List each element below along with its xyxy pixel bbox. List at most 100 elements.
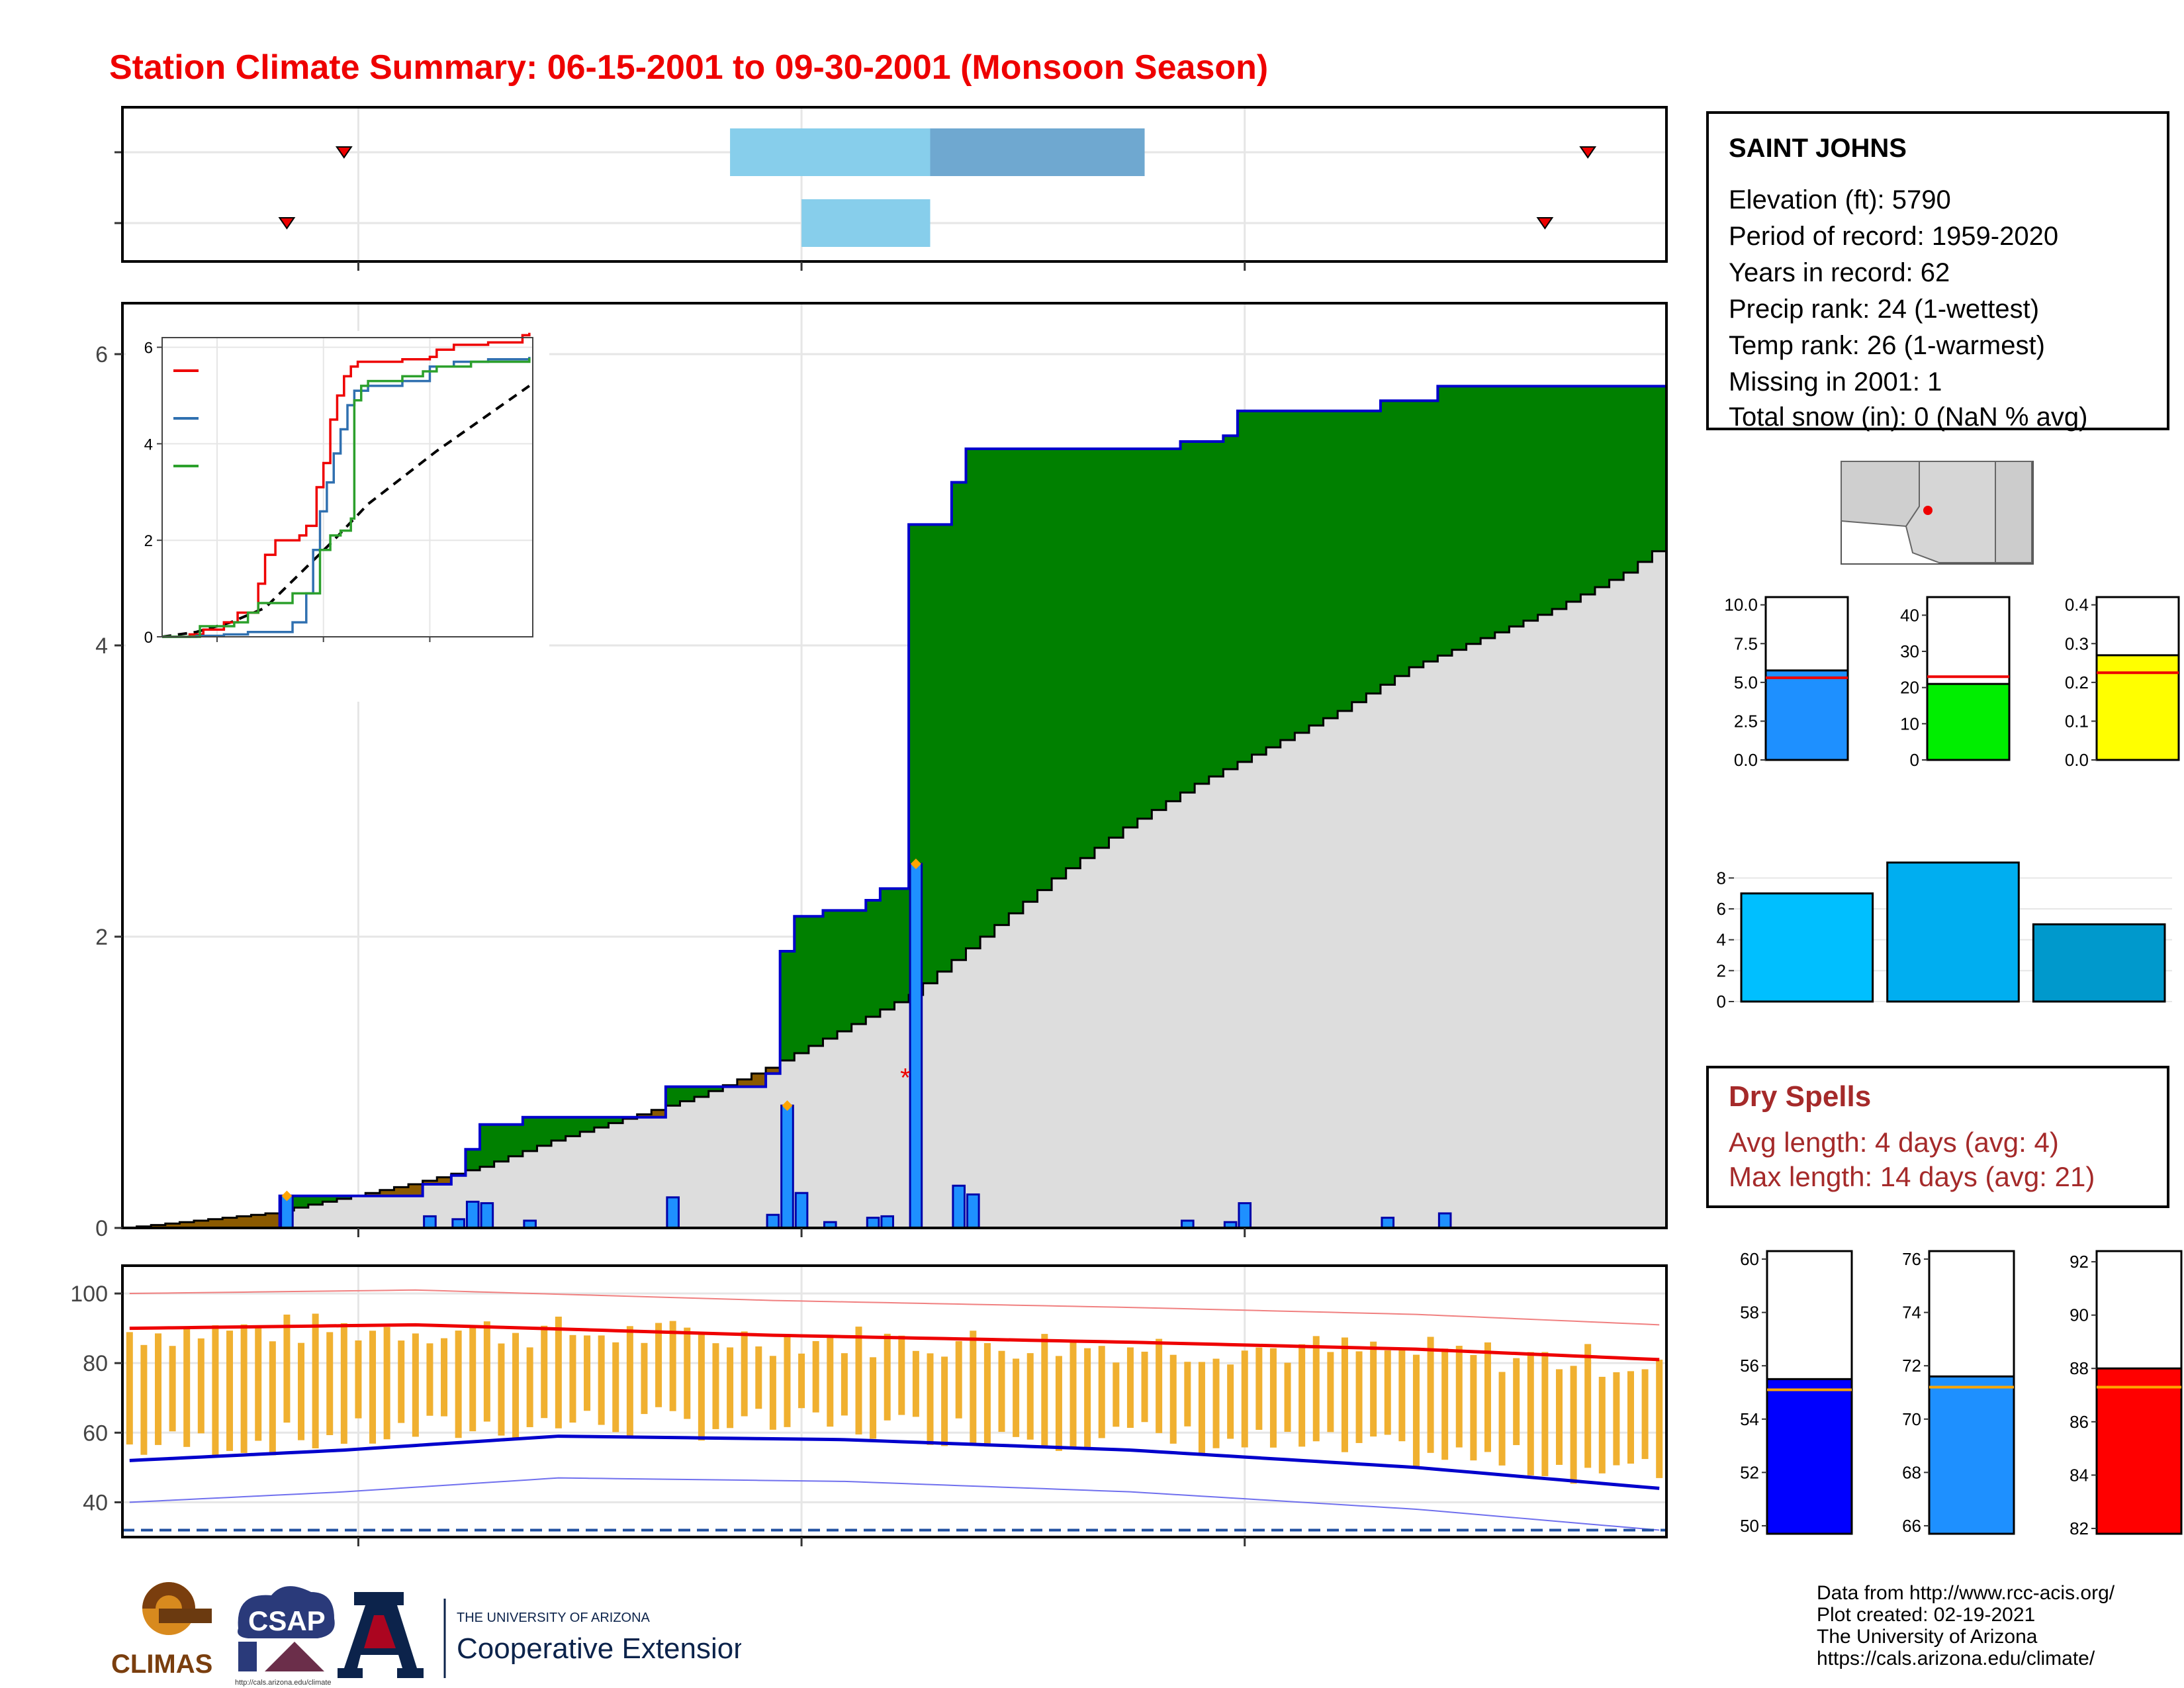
temp-day-bar-57 xyxy=(941,1356,948,1446)
anomaly-day-40 xyxy=(694,1086,709,1097)
temp-day-bar-103 xyxy=(1598,1376,1606,1474)
anomaly-day-33 xyxy=(594,1117,610,1128)
inset-ytick-label-0: 0 xyxy=(144,629,153,647)
anomaly-day-62 xyxy=(1009,449,1024,914)
triple-5-ytick-label-0-0: 50 xyxy=(1740,1516,1759,1536)
anomaly-day-77 xyxy=(1223,436,1238,769)
temp-day-bar-92 xyxy=(1441,1348,1449,1460)
anomaly-day-21 xyxy=(422,1180,437,1184)
triple-2-ytick-label-0-0: 0.0 xyxy=(1734,750,1758,770)
anomaly-day-53 xyxy=(880,888,895,1009)
events-ytick-label-3: 6 xyxy=(1717,899,1726,919)
temp-day-bar-33 xyxy=(598,1335,605,1425)
station-missing: Missing in 2001: 1 xyxy=(1729,367,1942,397)
anomaly-day-10 xyxy=(265,1213,281,1228)
anomaly-day-73 xyxy=(1165,449,1181,802)
anomaly-day-9 xyxy=(251,1215,266,1228)
temp-day-bar-20 xyxy=(412,1333,419,1437)
temp-day-bar-97 xyxy=(1513,1358,1520,1446)
anomaly-day-99 xyxy=(1537,386,1553,615)
dry-spells-max: Max length: 14 days (avg: 21) xyxy=(1729,1161,2095,1192)
anomaly-day-25 xyxy=(480,1124,495,1167)
triple-2-ytick-label-1-2: 20 xyxy=(1900,678,1919,698)
temp-day-bar-96 xyxy=(1498,1372,1506,1466)
temp-day-bar-39 xyxy=(684,1327,691,1419)
record-max-line xyxy=(129,1289,1660,1326)
triple-5-ytick-label-0-3: 56 xyxy=(1740,1356,1759,1376)
temp-day-bar-17 xyxy=(369,1331,377,1444)
station-elevation: Elevation (ft): 5790 xyxy=(1729,185,1951,214)
main-ytick-label-0: 0 xyxy=(95,1216,108,1241)
triple-5-ytick-label-2-5: 92 xyxy=(2070,1252,2089,1272)
precip-main-chart: * 0 2 4 6 xyxy=(95,302,1668,1241)
anomaly-day-4 xyxy=(179,1222,195,1228)
anomaly-day-2 xyxy=(151,1225,166,1228)
temp-day-bar-56 xyxy=(927,1353,934,1445)
anomaly-day-106 xyxy=(1637,386,1653,562)
temp-day-bar-84 xyxy=(1327,1352,1334,1432)
temp-day-bar-53 xyxy=(884,1333,891,1421)
temp-day-bar-59 xyxy=(970,1331,977,1443)
daily-bar-11 xyxy=(866,1217,880,1229)
anomaly-day-15 xyxy=(337,1196,352,1199)
temp-day-bar-85 xyxy=(1341,1337,1348,1452)
anomaly-day-96 xyxy=(1494,386,1510,633)
timing-panel xyxy=(114,106,1668,271)
triple-5-ytick-label-1-4: 74 xyxy=(1902,1303,1921,1323)
temp-day-bar-80 xyxy=(1269,1348,1277,1448)
temp-chart: 40 60 80 100 xyxy=(70,1264,1668,1546)
anomaly-day-91 xyxy=(1423,400,1438,662)
credits: Data from http://www.rcc-acis.org/ Plot … xyxy=(1817,1582,2115,1669)
anomaly-day-67 xyxy=(1080,449,1095,859)
triple-5-ytick-label-1-1: 68 xyxy=(1902,1462,1921,1482)
temp-day-bar-47 xyxy=(798,1353,805,1409)
triple-5-ytick-label-2-2: 86 xyxy=(2070,1412,2089,1432)
temp-day-bar-50 xyxy=(841,1353,848,1416)
daily-bar-12 xyxy=(880,1215,895,1229)
anomaly-day-76 xyxy=(1208,442,1224,776)
ua-logo: THE UNIVERSITY OF ARIZONA Cooperative Ex… xyxy=(338,1592,741,1678)
station-info-panel: SAINT JOHNS Elevation (ft): 5790 Period … xyxy=(1706,111,2169,432)
daily-bar-3 xyxy=(465,1200,480,1229)
triple-2-ytick-label-2-3: 0.3 xyxy=(2065,633,2089,653)
inset-chart: 0 2 4 6 xyxy=(126,331,549,702)
triple-2-ytick-label-2-2: 0.2 xyxy=(2065,673,2089,692)
temp-day-bar-48 xyxy=(812,1340,819,1413)
anomaly-day-65 xyxy=(1052,449,1067,878)
anomaly-day-51 xyxy=(851,910,866,1024)
anomaly-day-66 xyxy=(1066,449,1081,868)
anomaly-day-24 xyxy=(465,1149,480,1170)
map-state-nv xyxy=(1841,461,1920,528)
anomaly-day-102 xyxy=(1580,386,1596,594)
temp-day-bar-55 xyxy=(912,1350,919,1417)
anomaly-day-34 xyxy=(608,1117,623,1123)
logos: CLIMAS CSAP http://cals.arizona.edu/clim… xyxy=(111,1582,741,1687)
credit-source: Data from http://www.rcc-acis.org/ xyxy=(1817,1582,2115,1604)
triple-2-ytick-label-0-3: 7.5 xyxy=(1734,633,1758,653)
anomaly-day-87 xyxy=(1366,410,1381,694)
dry-spells-avg: Avg length: 4 days (avg: 4) xyxy=(1729,1127,2059,1158)
temp-day-bar-62 xyxy=(1013,1358,1020,1437)
anomaly-day-71 xyxy=(1137,449,1152,819)
anomaly-day-30 xyxy=(551,1117,567,1141)
temp-day-bar-78 xyxy=(1241,1350,1248,1448)
temp-day-bar-16 xyxy=(355,1340,362,1419)
anomaly-day-84 xyxy=(1323,410,1338,718)
anomaly-day-69 xyxy=(1109,449,1124,838)
anomaly-day-82 xyxy=(1295,410,1310,733)
events-bar-1 xyxy=(1886,861,2020,1003)
anomaly-day-57 xyxy=(937,524,952,972)
anomaly-day-45 xyxy=(766,1068,781,1074)
events-ytick-label-2: 4 xyxy=(1717,930,1726,950)
temp-day-bar-22 xyxy=(441,1338,448,1417)
triple-2-ytick-label-2-0: 0.0 xyxy=(2065,750,2089,770)
daily-bar-9 xyxy=(794,1192,809,1229)
ua-logo-bottom: Cooperative Extension xyxy=(457,1632,741,1665)
record-min-line xyxy=(129,1477,1660,1531)
triple-5-bar-1 xyxy=(1928,1375,2015,1535)
anomaly-day-22 xyxy=(437,1177,452,1184)
temp-day-bar-6 xyxy=(212,1325,219,1458)
temp-day-bar-71 xyxy=(1141,1351,1148,1423)
triple-5-ytick-label-2-1: 84 xyxy=(2070,1465,2089,1485)
anomaly-day-50 xyxy=(837,910,852,1031)
